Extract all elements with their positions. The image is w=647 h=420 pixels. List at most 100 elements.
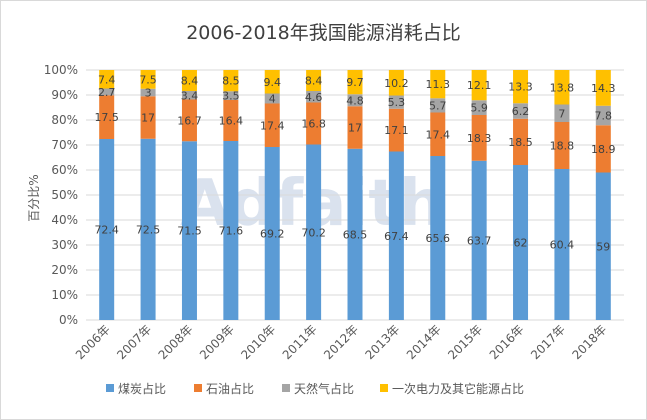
data-label: 18.5 [508, 136, 533, 149]
data-label: 17.4 [260, 119, 285, 132]
bar-segment [513, 103, 529, 119]
bar-segment [264, 70, 280, 94]
data-label: 8.4 [181, 75, 199, 88]
y-tick-label: 40% [51, 213, 78, 227]
data-label: 17 [348, 122, 362, 135]
data-label: 7.5 [139, 73, 157, 86]
x-tick-label: 2016年 [487, 322, 527, 362]
data-label: 71.5 [177, 225, 202, 238]
x-tick-label: 2007年 [114, 322, 154, 362]
bar-segment [388, 151, 404, 320]
x-tick-label: 2015年 [445, 322, 485, 362]
y-tick-label: 20% [51, 263, 78, 277]
x-tick-label: 2013年 [363, 322, 403, 362]
legend-swatch [106, 384, 114, 392]
y-tick-label: 50% [51, 188, 78, 202]
bar-segment [347, 106, 363, 149]
y-tick-label: 70% [51, 138, 78, 152]
bar-segment [99, 95, 115, 139]
bar-segment [181, 70, 197, 91]
bar-segment [595, 172, 611, 320]
bar-segment [347, 70, 363, 95]
data-label: 5.3 [388, 96, 406, 109]
data-label: 67.4 [384, 230, 409, 243]
data-label: 9.4 [263, 76, 281, 89]
bar-segment [554, 70, 570, 105]
bar-segment [140, 88, 156, 97]
x-tick-label: 2014年 [404, 322, 444, 362]
data-label: 6.2 [512, 105, 530, 118]
bar-segment [223, 100, 239, 141]
data-label: 12.1 [467, 79, 492, 92]
legend-swatch [194, 384, 202, 392]
bar-segment [595, 125, 611, 173]
data-labels: 72.417.52.77.472.51737.571.516.73.48.471… [94, 73, 615, 253]
y-tick-label: 30% [51, 238, 78, 252]
data-label: 62 [514, 237, 528, 250]
x-tick-label: 2008年 [156, 322, 196, 362]
x-tick-label: 2010年 [238, 322, 278, 362]
y-axis-title: 百分比% [27, 174, 41, 221]
x-tick-label: 2018年 [569, 322, 609, 362]
data-label: 63.7 [467, 234, 492, 247]
bar-segment [430, 156, 446, 320]
bar-segment [430, 70, 446, 99]
legend: 煤炭占比 石油占比 天然气占比 一次电力及其它能源占比 [106, 381, 524, 396]
bar-segment [140, 70, 156, 89]
legend-label: 天然气占比 [294, 381, 354, 396]
data-label: 69.2 [260, 228, 285, 241]
bar-segment [347, 148, 363, 320]
bar-segment [140, 96, 156, 139]
legend-swatch [380, 384, 388, 392]
data-label: 65.6 [426, 232, 451, 245]
data-label: 59 [596, 240, 610, 253]
bar-segment [264, 93, 280, 104]
bar-segment [99, 88, 115, 96]
x-tick-label: 2017年 [528, 322, 568, 362]
bar-segment [306, 70, 322, 91]
bar-segment [471, 70, 487, 101]
data-label: 8.4 [305, 75, 323, 88]
bar-segment [99, 70, 115, 89]
data-label: 70.2 [301, 226, 326, 239]
y-tick-label: 10% [51, 288, 78, 302]
data-label: 7.8 [595, 110, 613, 123]
x-tick-label: 2009年 [197, 322, 237, 362]
bar-segment [595, 105, 611, 126]
y-tick-label: 0% [59, 313, 78, 327]
x-tick-label: 2012年 [321, 322, 361, 362]
data-label: 3 [145, 87, 152, 100]
bar-segment [99, 139, 115, 320]
x-tick-label: 2011年 [280, 322, 320, 362]
y-tick-label: 60% [51, 163, 78, 177]
data-label: 14.3 [591, 82, 616, 95]
bar-segment [554, 104, 570, 122]
data-label: 5.7 [429, 99, 447, 112]
data-label: 18.8 [550, 140, 575, 153]
data-label: 17.1 [384, 124, 409, 137]
bar-segment [223, 91, 239, 100]
bar-segment [388, 70, 404, 96]
data-label: 16.7 [177, 114, 202, 127]
y-tick-label: 80% [51, 113, 78, 127]
legend-swatch [282, 384, 290, 392]
bar-segment [264, 103, 280, 147]
data-label: 18.9 [591, 143, 616, 156]
bar-segment [181, 141, 197, 320]
bar-segment [181, 91, 197, 100]
data-label: 17 [141, 112, 155, 125]
data-label: 9.7 [346, 76, 364, 89]
legend-label: 煤炭占比 [118, 381, 166, 396]
data-label: 71.6 [219, 225, 244, 238]
y-axis-ticks: 0% 10% 20% 30% 40% 50% 60% 70% 80% 90% 100% [44, 63, 78, 327]
chart-title: 2006-2018年我国能源消耗占比 [186, 22, 461, 44]
bar-segment [140, 138, 156, 320]
data-label: 16.8 [301, 118, 326, 131]
bar-segment [471, 115, 487, 161]
data-label: 3.5 [222, 90, 240, 103]
bar-segment [513, 118, 529, 165]
bar-segment [430, 112, 446, 156]
data-label: 4.8 [346, 94, 364, 107]
data-label: 10.2 [384, 77, 409, 90]
